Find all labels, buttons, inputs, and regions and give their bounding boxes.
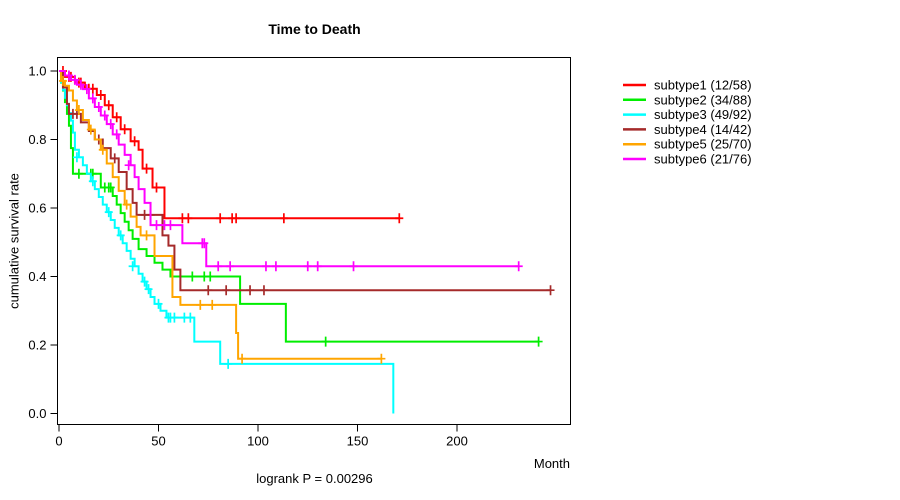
censor-marks-subtype4 (68, 108, 555, 296)
survival-curve-subtype3 (59, 70, 395, 414)
legend-label-subtype2: subtype2 (34/88) (654, 92, 752, 107)
y-axis-tick-label: 0.8 (28, 132, 46, 147)
x-axis-tick-label: 200 (446, 434, 468, 449)
x-axis-label: Month (533, 456, 570, 471)
censor-marks-subtype5 (58, 75, 386, 364)
x-axis-tick-label: 100 (247, 434, 269, 449)
legend-label-subtype3: subtype3 (49/92) (654, 107, 752, 122)
x-axis-tick-label: 0 (55, 434, 62, 449)
logrank-p-annotation: logrank P = 0.00296 (256, 471, 373, 486)
survival-curve-subtype5 (59, 70, 382, 360)
chart-title: Time to Death (268, 21, 361, 37)
legend-label-subtype1: subtype1 (12/58) (654, 78, 752, 93)
y-axis-tick-label: 0.6 (28, 201, 46, 216)
legend-label-subtype6: subtype6 (21/76) (654, 152, 752, 167)
x-axis-tick-label: 50 (151, 434, 165, 449)
y-axis-tick-label: 0.4 (28, 269, 46, 284)
y-axis-tick-label: 0.0 (28, 406, 46, 421)
plot-box (57, 57, 571, 425)
survival-curve-subtype1 (59, 70, 400, 220)
legend-label-subtype5: subtype5 (25/70) (654, 137, 752, 152)
y-axis-label: cumulative survival rate (6, 173, 22, 309)
y-axis-tick-label: 0.2 (28, 338, 46, 353)
legend-label-subtype4: subtype4 (14/42) (654, 122, 752, 137)
censor-marks-subtype6 (64, 70, 523, 272)
survival-curve-subtype4 (59, 70, 551, 292)
y-axis-tick-label: 1.0 (28, 64, 46, 79)
censor-marks-subtype1 (58, 66, 404, 224)
x-axis-tick-label: 150 (347, 434, 369, 449)
censor-marks-subtype3 (72, 152, 233, 369)
